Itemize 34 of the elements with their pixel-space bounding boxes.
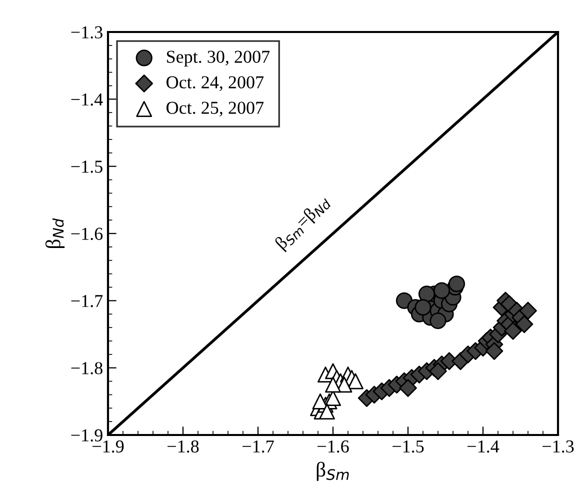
x-tick-label: −1.8 xyxy=(168,440,199,453)
y-axis-title: β$_{Nd}$ xyxy=(45,218,65,248)
legend-label: Oct. 25, 2007 xyxy=(166,102,264,116)
point xyxy=(348,373,364,390)
x-tick-label: −1.9 xyxy=(92,440,124,453)
y-tick-label: −1.3 xyxy=(71,26,102,39)
point xyxy=(429,362,447,380)
point xyxy=(418,286,436,302)
point xyxy=(448,276,466,292)
point xyxy=(325,376,341,393)
x-tick-label: −1.7 xyxy=(242,440,274,453)
y-tick-label: −1.8 xyxy=(71,362,102,374)
point xyxy=(319,404,335,420)
point xyxy=(515,315,534,334)
x-axis-title: β$_{Sm}$ xyxy=(316,462,349,481)
y-tick-label: −1.6 xyxy=(71,228,103,240)
point xyxy=(519,302,537,320)
point xyxy=(414,299,432,316)
point xyxy=(433,282,450,299)
x-tick-label: −1.4 xyxy=(468,440,500,453)
y-tick-label: −1.9 xyxy=(71,429,102,442)
point xyxy=(504,322,522,340)
legend-label: Sept. 30, 2007 xyxy=(166,50,270,67)
y-tick-label: −1.4 xyxy=(71,94,103,106)
y-tick-label: −1.7 xyxy=(71,295,103,308)
legend-label: Oct. 24, 2007 xyxy=(166,76,264,91)
annotation: β$_{Sm}$=β$_{Nd}$ xyxy=(274,194,332,252)
x-tick-label: −1.6 xyxy=(318,440,349,453)
point xyxy=(485,342,504,360)
point xyxy=(399,379,417,397)
x-tick-label: −1.5 xyxy=(392,440,424,453)
point xyxy=(430,312,446,330)
x-tick-label: −1.3 xyxy=(542,440,574,453)
y-tick-label: −1.5 xyxy=(71,160,102,173)
